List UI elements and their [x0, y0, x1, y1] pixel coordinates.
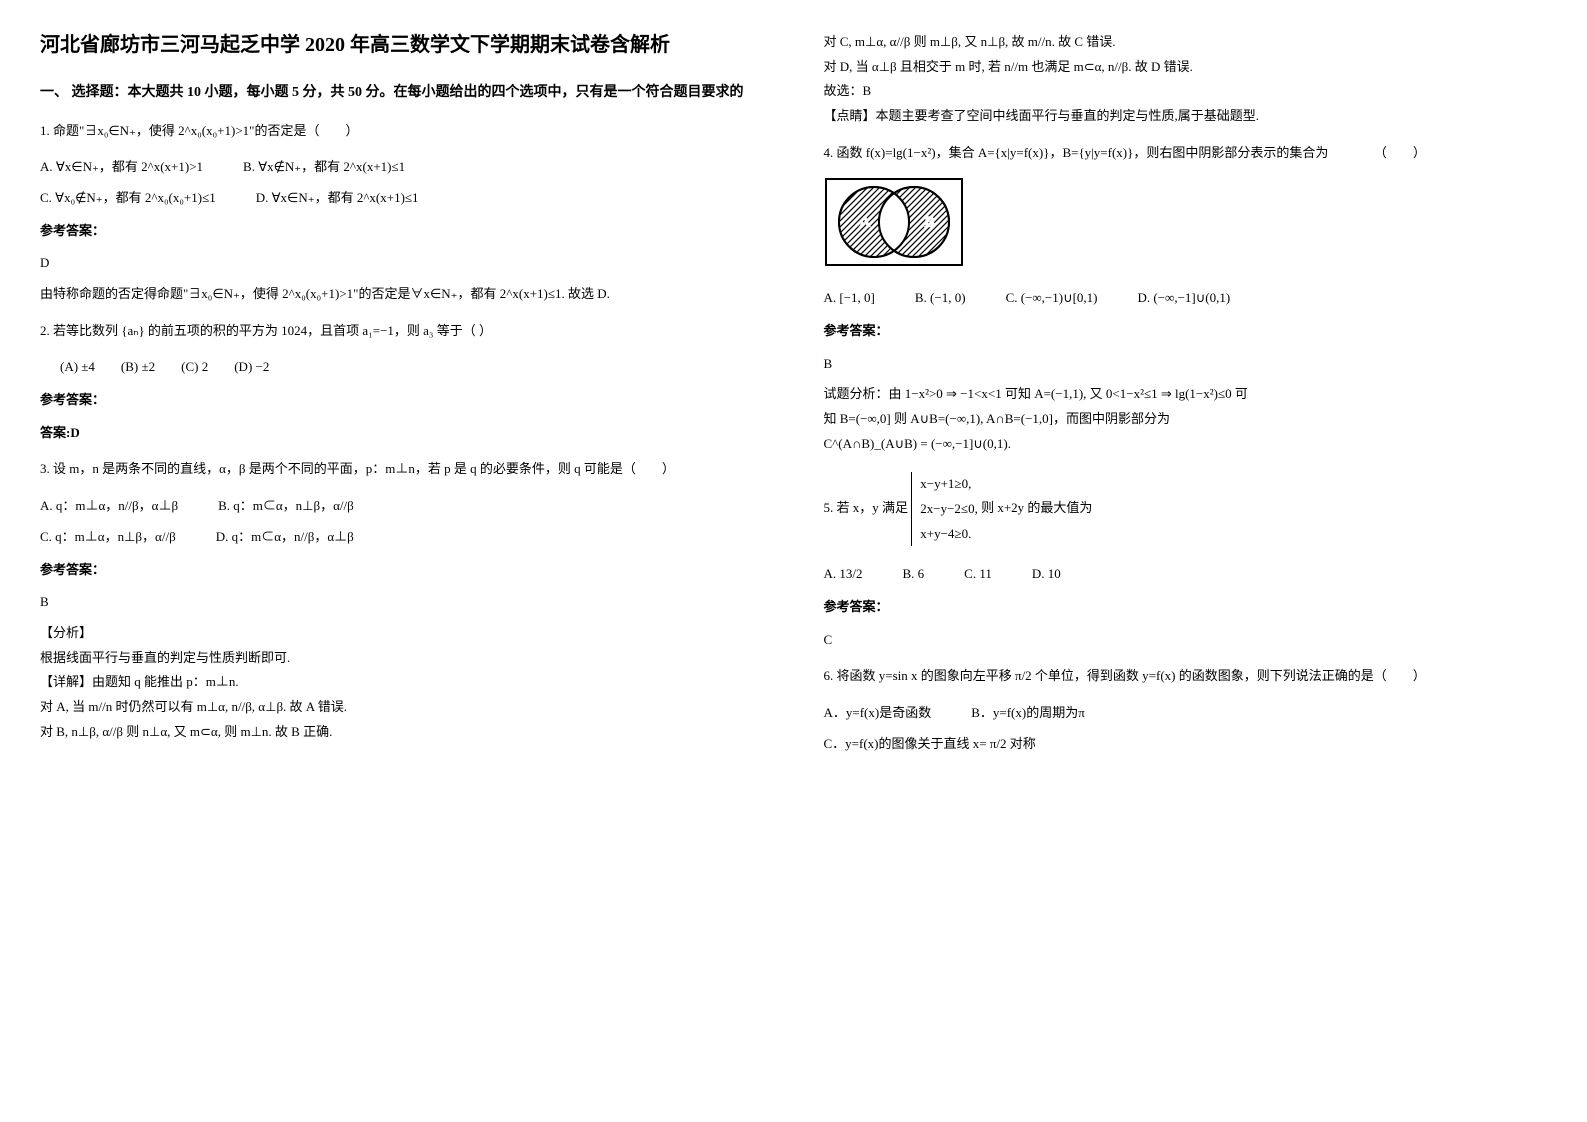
q3-option-a: A. q：m⊥α，n//β，α⊥β: [40, 494, 178, 519]
question-4: 4. 函数 f(x)=lg(1−x²)，集合 A={x|y=f(x)}，B={y…: [824, 141, 1548, 166]
q3-detail-b: 对 B, n⊥β, α//β 则 n⊥α, 又 m⊂α, 则 m⊥n. 故 B …: [40, 720, 764, 745]
q3-detail-label: 【详解】由题知 q 能推出 p：m⊥n.: [40, 670, 764, 695]
q4-explain-2: 知 B=(−∞,0] 则 A∪B=(−∞,1), A∩B=(−1,0]，而图中阴…: [824, 407, 1548, 432]
q4-explain-3: C^(A∩B)_(A∪B) = (−∞,−1]∪(0,1).: [824, 432, 1548, 457]
q3-option-c: C. q：m⊥α，n⊥β，α//β: [40, 525, 176, 550]
question-2: 2. 若等比数列 {aₙ} 的前五项的积的平方为 1024，且首项 a₁=−1，…: [40, 319, 764, 344]
q4-option-d: D. (−∞,−1]∪(0,1): [1138, 286, 1231, 311]
q1-option-d: D. ∀x∈N₊，都有 2^x(x+1)≤1: [256, 186, 419, 211]
question-6: 6. 将函数 y=sin x 的图象向左平移 π/2 个单位，得到函数 y=f(…: [824, 664, 1548, 689]
section-1-header: 一、 选择题：本大题共 10 小题，每小题 5 分，共 50 分。在每小题给出的…: [40, 80, 764, 107]
q1-stem-formula: ∃x₀∈N₊，使得 2^x₀(x₀+1)>1: [84, 123, 249, 138]
q5-stem-suffix: 则 x+2y 的最大值为: [981, 500, 1092, 515]
q1-answer-label: 参考答案：: [40, 219, 764, 244]
q2-answer: 答案:D: [40, 421, 764, 446]
doc-title: 河北省廊坊市三河马起乏中学 2020 年高三数学文下学期期末试卷含解析: [40, 30, 764, 60]
q3-answer: B: [40, 590, 764, 615]
q5-option-c: C. 11: [964, 562, 992, 587]
q1-stem-prefix: 1. 命题": [40, 123, 84, 138]
q4-option-b: B. (−1, 0): [915, 286, 966, 311]
q1-option-b: B. ∀x∉N₊，都有 2^x(x+1)≤1: [243, 155, 405, 180]
q1-explain: 由特称命题的否定得命题"∃x₀∈N₊，使得 2^x₀(x₀+1)>1"的否定是∀…: [40, 282, 764, 307]
q5-stem-prefix: 5. 若 x，y 满足: [824, 500, 909, 515]
q5-sys3: x+y−4≥0.: [920, 522, 978, 547]
q4-answer: B: [824, 352, 1548, 377]
q3-analysis-label: 【分析】: [40, 621, 764, 646]
q1-stem-suffix: "的否定是（ ）: [249, 123, 358, 138]
svg-text:A: A: [859, 214, 871, 231]
question-5: 5. 若 x，y 满足 x−y+1≥0, 2x−y−2≤0, x+y−4≥0. …: [824, 468, 1548, 550]
q2-answer-label: 参考答案：: [40, 388, 764, 413]
q3-detail-d: 对 D, 当 α⊥β 且相交于 m 时, 若 n//m 也满足 m⊂α, n//…: [824, 55, 1548, 80]
q6-option-a: A．y=f(x)是奇函数: [824, 701, 932, 726]
q3-final: 故选：B: [824, 79, 1548, 104]
q5-answer: C: [824, 628, 1548, 653]
q5-option-b: B. 6: [903, 562, 925, 587]
question-1: 1. 命题"∃x₀∈N₊，使得 2^x₀(x₀+1)>1"的否定是（ ）: [40, 119, 764, 144]
q4-option-a: A. [−1, 0]: [824, 286, 875, 311]
q3-tip: 【点睛】本题主要考查了空间中线面平行与垂直的判定与性质,属于基础题型.: [824, 104, 1548, 129]
q4-explain-1: 试题分析：由 1−x²>0 ⇒ −1<x<1 可知 A=(−1,1), 又 0<…: [824, 382, 1548, 407]
q4-option-c: C. (−∞,−1)∪[0,1): [1006, 286, 1098, 311]
q3-option-d: D. q：m⊂α，n//β，α⊥β: [216, 525, 354, 550]
q5-option-a: A. 13/2: [824, 562, 863, 587]
q5-sys2: 2x−y−2≤0,: [920, 497, 978, 522]
q3-detail-c: 对 C, m⊥α, α//β 则 m⊥β, 又 n⊥β, 故 m//n. 故 C…: [824, 30, 1548, 55]
q1-answer: D: [40, 251, 764, 276]
q3-detail-a: 对 A, 当 m//n 时仍然可以有 m⊥α, n//β, α⊥β. 故 A 错…: [40, 695, 764, 720]
question-3: 3. 设 m，n 是两条不同的直线，α，β 是两个不同的平面，p：m⊥n，若 p…: [40, 457, 764, 482]
q5-answer-label: 参考答案：: [824, 595, 1548, 620]
svg-text:B: B: [924, 214, 935, 231]
q6-option-c: C．y=f(x)的图像关于直线 x= π/2 对称: [824, 732, 1548, 757]
venn-diagram: A B: [824, 177, 1548, 276]
q5-option-d: D. 10: [1032, 562, 1061, 587]
q5-sys1: x−y+1≥0,: [920, 472, 978, 497]
q1-option-a: A. ∀x∈N₊，都有 2^x(x+1)>1: [40, 155, 203, 180]
q3-answer-label: 参考答案：: [40, 558, 764, 583]
q1-option-c: C. ∀x₀∉N₊，都有 2^x₀(x₀+1)≤1: [40, 186, 216, 211]
q3-option-b: B. q：m⊂α，n⊥β，α//β: [218, 494, 354, 519]
q4-answer-label: 参考答案：: [824, 319, 1548, 344]
q2-options: (A) ±4 (B) ±2 (C) 2 (D) −2: [60, 355, 764, 380]
q6-option-b: B．y=f(x)的周期为π: [971, 701, 1085, 726]
q3-analysis: 根据线面平行与垂直的判定与性质判断即可.: [40, 646, 764, 671]
